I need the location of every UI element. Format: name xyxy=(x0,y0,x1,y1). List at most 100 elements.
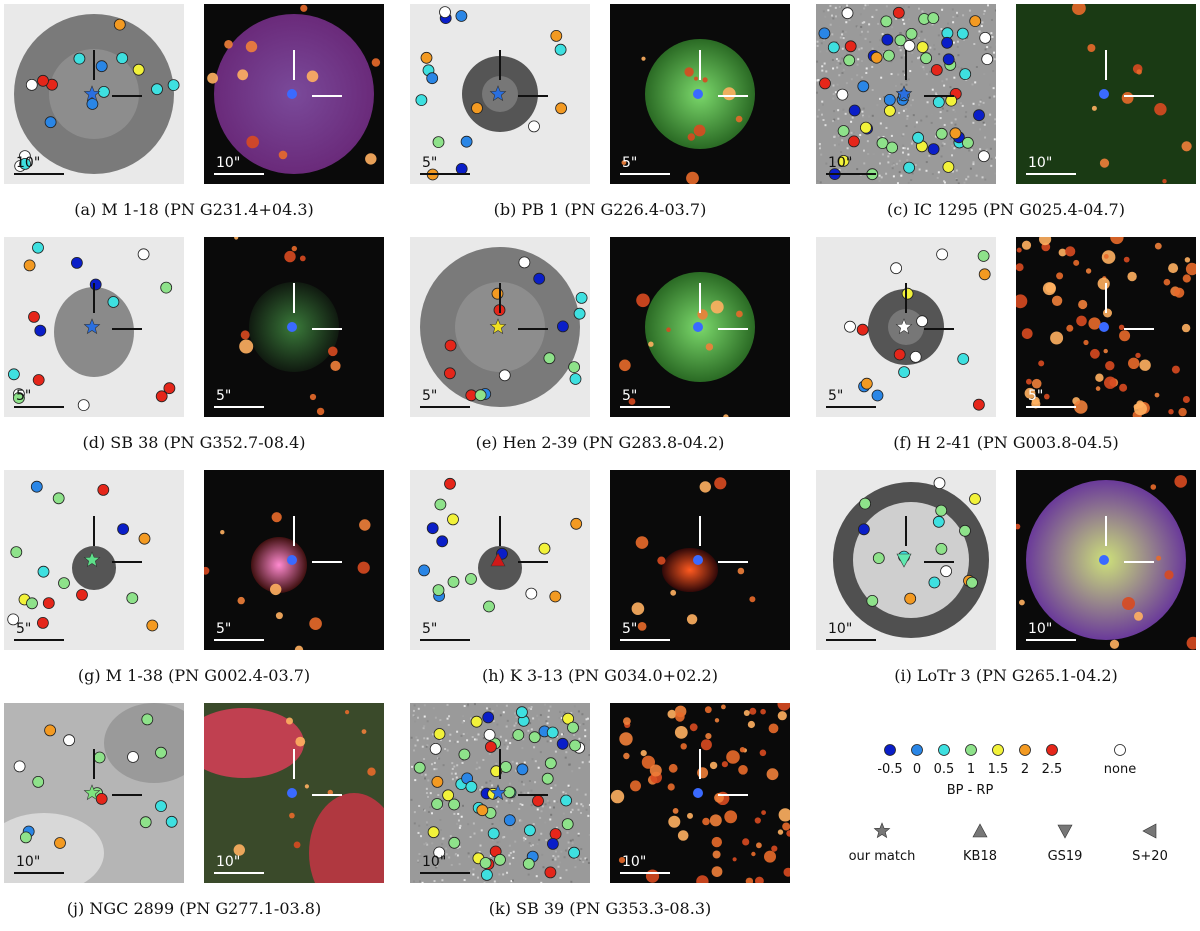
central-star-rgb xyxy=(1099,89,1109,99)
gaia-source-dot xyxy=(942,37,953,48)
gaia-source-dot xyxy=(858,81,869,92)
field-star xyxy=(310,394,316,400)
field-star xyxy=(669,764,678,773)
field-star xyxy=(710,814,722,826)
gaia-source-dot xyxy=(166,816,177,827)
color-image: 10" xyxy=(610,703,790,883)
field-star xyxy=(1137,69,1142,74)
legend-marker-triangle-left xyxy=(1143,824,1156,838)
field-star xyxy=(715,718,719,722)
grayscale-image: 5" xyxy=(410,4,590,184)
gaia-source-dot xyxy=(858,524,869,535)
gaia-source-dot xyxy=(934,478,945,489)
subfigure-panel: 5"5"(e) Hen 2-39 (PN G283.8-04.2) xyxy=(410,237,800,465)
gaia-source-dot xyxy=(96,61,107,72)
field-star xyxy=(1045,283,1055,293)
field-star xyxy=(722,761,728,767)
gaia-source-dot xyxy=(519,257,530,268)
legend-marker-star xyxy=(874,823,889,838)
field-star xyxy=(1019,600,1025,606)
field-star xyxy=(1174,288,1184,298)
field-star xyxy=(646,870,659,883)
field-star xyxy=(307,71,319,83)
gaia-source-dot xyxy=(414,762,425,773)
gaia-source-dot xyxy=(902,288,913,299)
gaia-source-dot xyxy=(20,832,31,843)
color-image: 5" xyxy=(204,237,384,417)
legend-color-dot xyxy=(993,745,1004,756)
field-star xyxy=(1151,484,1157,490)
field-star xyxy=(358,562,370,574)
scale-label: 10" xyxy=(622,854,646,870)
scale-label: 5" xyxy=(422,621,437,637)
gaia-source-dot xyxy=(539,543,550,554)
gaia-source-dot xyxy=(118,524,129,535)
field-star xyxy=(1076,316,1087,327)
legend-color-label: none xyxy=(1104,762,1136,777)
gaia-source-dot xyxy=(569,847,580,858)
legend-axis-label: BP - RP xyxy=(947,783,994,798)
gaia-source-dot xyxy=(544,353,555,364)
field-star xyxy=(1122,597,1135,610)
gaia-source-dot xyxy=(978,251,989,262)
gaia-source-dot xyxy=(881,16,892,27)
field-star xyxy=(668,783,675,790)
grayscale-image: 5" xyxy=(816,237,996,417)
gaia-source-dot xyxy=(828,42,839,53)
central-star-rgb xyxy=(287,322,297,332)
field-star xyxy=(686,172,699,184)
field-star xyxy=(636,536,649,549)
legend-color-dot xyxy=(1115,745,1126,756)
central-star-rgb xyxy=(287,555,297,565)
gaia-source-dot xyxy=(574,308,585,319)
color-image: 10" xyxy=(1016,4,1196,184)
field-star xyxy=(748,721,755,728)
gaia-source-dot xyxy=(884,105,895,116)
field-star xyxy=(1050,332,1063,345)
field-star xyxy=(239,340,253,354)
field-star xyxy=(1103,309,1112,318)
field-star xyxy=(756,842,762,848)
field-star xyxy=(690,723,698,731)
field-star xyxy=(694,125,706,137)
gaia-source-dot xyxy=(929,577,940,588)
gaia-source-dot xyxy=(928,13,939,24)
field-star xyxy=(714,477,726,489)
gaia-source-dot xyxy=(139,533,150,544)
field-star xyxy=(697,309,707,319)
legend-color-label: 0.5 xyxy=(934,762,955,777)
gaia-source-dot xyxy=(933,97,944,108)
grayscale-image: 5" xyxy=(410,470,590,650)
gaia-source-dot xyxy=(53,493,64,504)
gaia-source-dot xyxy=(108,297,119,308)
field-star xyxy=(330,361,340,371)
central-star-rgb xyxy=(1099,322,1109,332)
field-star xyxy=(723,87,736,100)
gaia-source-dot xyxy=(882,34,893,45)
field-star xyxy=(1017,248,1022,253)
field-star xyxy=(650,765,662,777)
field-star xyxy=(224,40,233,49)
field-star xyxy=(703,77,708,82)
gaia-source-dot xyxy=(848,136,859,147)
gaia-source-dot xyxy=(472,103,483,114)
field-star xyxy=(362,729,367,734)
grayscale-image: 10" xyxy=(4,703,184,883)
gaia-source-dot xyxy=(978,151,989,162)
field-star xyxy=(1066,325,1073,332)
field-star xyxy=(1074,400,1088,414)
field-star xyxy=(687,813,693,819)
gaia-source-dot xyxy=(982,54,993,65)
gaia-source-dot xyxy=(936,505,947,516)
field-star xyxy=(726,750,740,764)
field-star xyxy=(701,739,712,750)
gaia-source-dot xyxy=(941,566,952,577)
gaia-source-dot xyxy=(432,799,443,810)
central-star-rgb xyxy=(693,788,703,798)
field-star xyxy=(705,733,711,739)
gaia-source-dot xyxy=(24,260,35,271)
subfigure-panel: 5"5"(b) PB 1 (PN G226.4-03.7) xyxy=(410,4,800,232)
scale-label: 5" xyxy=(622,388,637,404)
